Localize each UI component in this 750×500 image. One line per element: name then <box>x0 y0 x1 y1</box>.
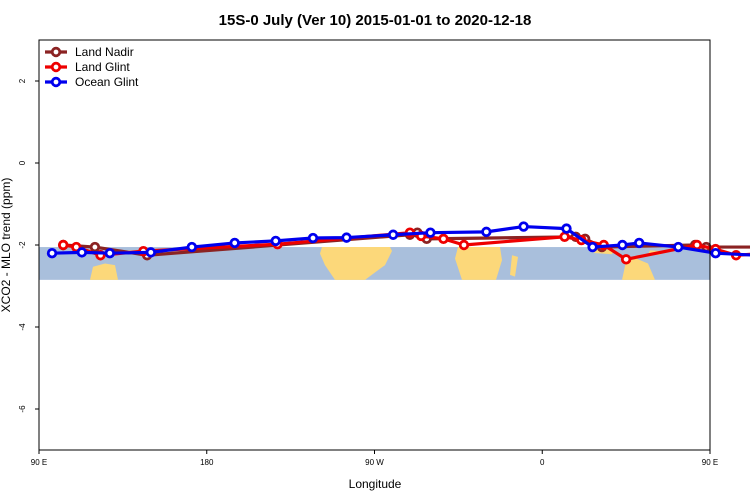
y-tick-label: 2 <box>18 78 27 83</box>
data-point <box>270 235 281 247</box>
data-point <box>710 247 721 259</box>
y-axis-label: XCO2 - MLO trend (ppm) <box>0 178 13 313</box>
axes: 90 E 180 90 W 0 90 E 2 0 -2 -4 -6 <box>18 39 718 467</box>
land-shape <box>320 247 392 280</box>
data-point <box>559 231 570 242</box>
land-shape <box>510 255 518 277</box>
y-tick-label: -2 <box>18 241 27 249</box>
data-point <box>518 221 529 232</box>
land-shape <box>622 258 655 280</box>
legend-label: Land Glint <box>75 60 130 74</box>
data-point <box>481 226 492 238</box>
data-point <box>104 247 116 259</box>
data-point <box>229 237 240 249</box>
land-shape <box>455 247 502 280</box>
legend-label: Land Nadir <box>75 45 134 59</box>
legend-marker <box>50 61 62 73</box>
data-point <box>691 239 703 251</box>
data-point <box>76 247 88 258</box>
chart-title: 15S-0 July (Ver 10) 2015-01-01 to 2020-1… <box>219 12 532 29</box>
legend-item: Land Glint <box>45 60 130 74</box>
data-point <box>58 239 69 251</box>
data-point <box>387 229 399 240</box>
x-axis-label: Longitude <box>349 477 402 491</box>
data-point <box>145 247 157 258</box>
data-point <box>617 239 628 251</box>
legend-marker <box>50 76 62 88</box>
y-tick-label: -6 <box>18 405 27 413</box>
data-point <box>438 233 449 245</box>
data-point <box>633 237 645 249</box>
y-tick-label: -4 <box>18 323 27 331</box>
series-ocean-glint <box>46 221 750 259</box>
data-point <box>46 247 58 259</box>
legend-marker <box>50 46 62 58</box>
x-tick-label: 180 <box>200 458 214 467</box>
x-tick-label: 90 E <box>702 458 718 467</box>
x-tick-label: 90 W <box>365 458 384 467</box>
x-tick-label: 0 <box>540 458 545 467</box>
data-point <box>673 241 684 253</box>
data-point <box>307 232 319 244</box>
data-point <box>561 223 572 234</box>
data-point <box>425 227 436 238</box>
data-point <box>587 241 598 253</box>
legend-item: Ocean Glint <box>45 75 139 89</box>
data-point <box>186 241 198 253</box>
series-line <box>52 224 750 257</box>
x-tick-label: 90 E <box>31 458 47 467</box>
legend-label: Ocean Glint <box>75 75 139 89</box>
land-shape <box>90 263 118 280</box>
data-point <box>620 254 632 265</box>
series-layer <box>46 221 750 265</box>
y-tick-label: 0 <box>18 160 27 165</box>
data-point <box>458 239 470 251</box>
legend-item: Land Nadir <box>45 45 134 59</box>
data-point <box>341 232 352 243</box>
data-point <box>89 241 101 253</box>
